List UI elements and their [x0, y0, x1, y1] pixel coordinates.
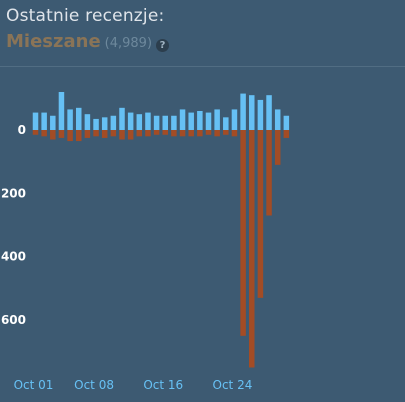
negative-bar[interactable]	[188, 130, 194, 137]
negative-bar[interactable]	[162, 130, 169, 135]
positive-bar[interactable]	[231, 109, 238, 130]
negative-bar[interactable]	[214, 130, 220, 137]
negative-bar[interactable]	[76, 130, 82, 142]
review-summary-row: Mieszane (4,989) ?	[6, 30, 170, 54]
positive-bar[interactable]	[162, 115, 169, 130]
positive-bar[interactable]	[41, 112, 47, 130]
negative-bar[interactable]	[240, 130, 246, 336]
positive-bar[interactable]	[119, 107, 125, 130]
positive-bar[interactable]	[274, 109, 281, 130]
positive-bar[interactable]	[93, 118, 99, 130]
positive-bar[interactable]	[50, 115, 56, 130]
negative-bar[interactable]	[119, 130, 125, 140]
positive-bar[interactable]	[110, 115, 117, 130]
negative-bar[interactable]	[67, 130, 73, 142]
negative-bar[interactable]	[205, 130, 212, 135]
negative-bar[interactable]	[283, 130, 290, 138]
negative-bar[interactable]	[136, 130, 143, 137]
positive-bar[interactable]	[257, 99, 264, 130]
y-tick-label: 200	[1, 186, 26, 200]
negative-bar[interactable]	[145, 130, 151, 137]
positive-bar[interactable]	[171, 115, 177, 130]
positive-bar[interactable]	[179, 109, 186, 130]
negative-bar[interactable]	[50, 130, 56, 140]
positive-bar[interactable]	[214, 109, 220, 130]
x-tick-label: Oct 01	[14, 378, 54, 392]
negative-bar[interactable]	[274, 130, 281, 165]
positive-bar[interactable]	[127, 112, 134, 130]
question-mark-icon[interactable]: ?	[156, 39, 170, 52]
positive-bar[interactable]	[145, 112, 151, 130]
negative-bar[interactable]	[171, 130, 177, 137]
negative-bar[interactable]	[127, 130, 134, 140]
positive-bar[interactable]	[188, 112, 194, 130]
negative-bar[interactable]	[84, 130, 91, 138]
positive-bar[interactable]	[76, 107, 82, 130]
y-tick-label: 600	[1, 313, 26, 327]
y-tick-label: 0	[18, 123, 26, 137]
x-tick-label: Oct 24	[213, 378, 253, 392]
positive-bar[interactable]	[283, 115, 290, 130]
positive-bar[interactable]	[266, 95, 272, 130]
negative-bar[interactable]	[41, 130, 47, 137]
negative-bar[interactable]	[58, 130, 65, 138]
x-tick-label: Oct 08	[74, 378, 114, 392]
negative-bar[interactable]	[231, 130, 238, 137]
x-tick-label: Oct 16	[143, 378, 183, 392]
negative-bar[interactable]	[266, 130, 272, 216]
negative-bar[interactable]	[32, 130, 39, 135]
positive-bar[interactable]	[153, 115, 160, 130]
positive-bar[interactable]	[197, 111, 203, 130]
positive-bar[interactable]	[84, 114, 91, 130]
positive-bar[interactable]	[205, 112, 212, 130]
negative-bar[interactable]	[179, 130, 186, 137]
y-tick-label: 400	[1, 250, 26, 264]
positive-bar[interactable]	[240, 93, 246, 130]
positive-bar[interactable]	[32, 112, 39, 130]
positive-bar[interactable]	[58, 92, 65, 130]
review-count: (4,989)	[104, 36, 153, 51]
negative-bar[interactable]	[249, 130, 255, 368]
positive-bar[interactable]	[249, 95, 255, 130]
review-summary-link[interactable]: Mieszane	[6, 31, 101, 52]
negative-bar[interactable]	[101, 130, 108, 138]
negative-bar[interactable]	[153, 130, 160, 135]
positive-bar[interactable]	[136, 114, 143, 130]
negative-bar[interactable]	[110, 130, 117, 137]
positive-bar[interactable]	[101, 117, 108, 130]
section-title: Ostatnie recenzje:	[6, 6, 165, 26]
negative-bar[interactable]	[223, 130, 229, 135]
positive-bar[interactable]	[67, 109, 73, 130]
negative-bar[interactable]	[93, 130, 99, 137]
negative-bar[interactable]	[197, 130, 203, 137]
review-header: Ostatnie recenzje: Mieszane (4,989) ?	[6, 4, 170, 54]
positive-bar[interactable]	[223, 117, 229, 130]
header-divider	[0, 66, 405, 67]
negative-bar[interactable]	[257, 130, 264, 298]
